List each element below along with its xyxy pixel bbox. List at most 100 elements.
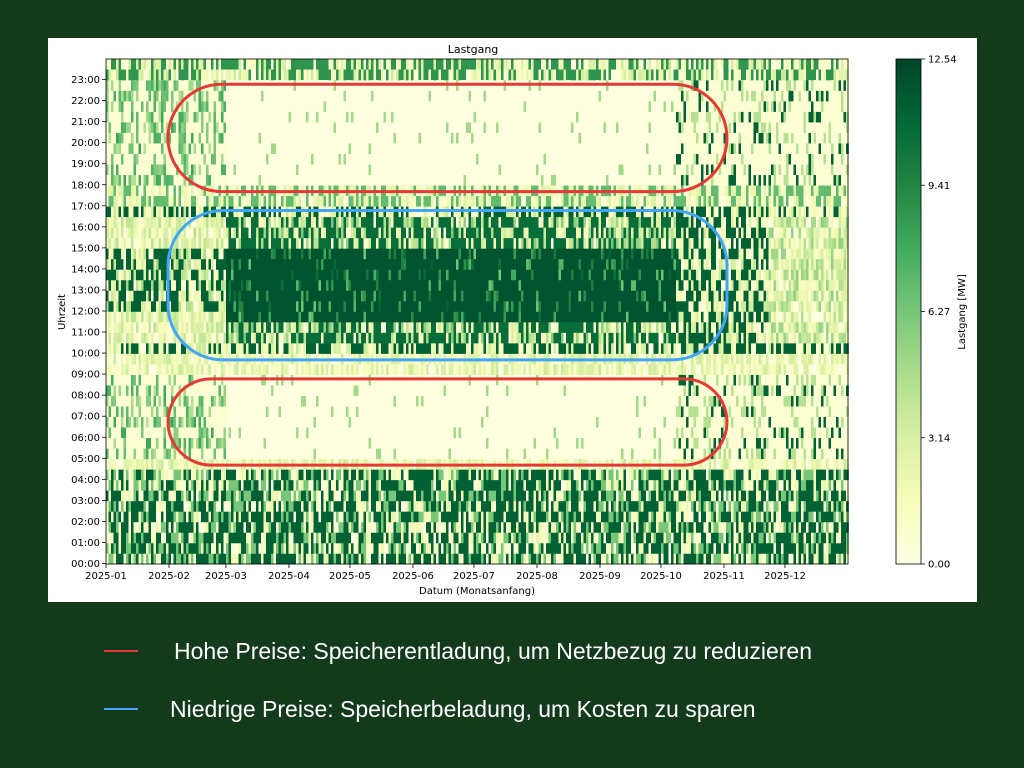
heatmap-cell	[421, 542, 424, 554]
heatmap-cell	[106, 343, 109, 354]
heatmap-cell	[183, 553, 187, 565]
heatmap-cell	[398, 322, 402, 344]
heatmap-cell	[408, 553, 412, 565]
heatmap-cell	[528, 479, 532, 533]
heatmap-cell	[283, 332, 287, 344]
heatmap-cell	[423, 542, 427, 554]
heatmap-cell	[188, 258, 192, 270]
heatmap-cell	[398, 216, 402, 228]
heatmap-cell	[231, 269, 234, 281]
heatmap-cell	[203, 227, 207, 239]
heatmap-cell	[281, 490, 284, 502]
heatmap-cell	[331, 479, 334, 491]
heatmap-cell	[253, 479, 257, 502]
heatmap-cell	[131, 332, 134, 344]
heatmap-cell	[133, 364, 137, 375]
heatmap-cell	[471, 237, 474, 249]
heatmap-cell	[333, 364, 337, 375]
heatmap-cell	[306, 248, 309, 291]
heatmap-cell	[198, 206, 202, 218]
heatmap-cell	[513, 227, 517, 239]
heatmap-cell	[328, 59, 332, 70]
heatmap-cell	[226, 343, 229, 354]
heatmap-cell	[408, 490, 412, 502]
heatmap-cell	[483, 185, 487, 207]
heatmap-cell	[313, 374, 317, 418]
heatmap-cell	[198, 322, 202, 333]
heatmap-cell	[453, 322, 457, 344]
heatmap-cell	[153, 458, 157, 470]
heatmap-cell	[158, 227, 162, 239]
heatmap-cell	[263, 437, 267, 449]
heatmap-cell	[126, 385, 129, 396]
heatmap-cell	[218, 511, 222, 544]
heatmap-cell	[253, 80, 257, 186]
heatmap-cell	[308, 216, 312, 228]
heatmap-cell	[136, 216, 139, 228]
heatmap-cell	[156, 59, 159, 70]
heatmap-cell	[348, 374, 352, 418]
heatmap-cell	[446, 542, 449, 554]
heatmap-cell	[491, 216, 494, 228]
heatmap-cell	[166, 343, 169, 354]
heatmap-cell	[148, 469, 152, 481]
heatmap-cell	[218, 311, 222, 323]
heatmap-cell	[301, 59, 304, 81]
heatmap-cell	[181, 59, 184, 70]
heatmap-cell	[446, 322, 449, 333]
heatmap-cell	[223, 90, 227, 102]
heatmap-cell	[221, 174, 224, 186]
heatmap-cell	[131, 479, 134, 491]
heatmap-cell	[456, 143, 459, 186]
heatmap-cell	[156, 80, 159, 91]
heatmap-cell	[133, 343, 137, 354]
heatmap-cell	[116, 164, 119, 176]
heatmap-cell	[491, 322, 494, 333]
heatmap-cell	[228, 290, 232, 302]
heatmap-cell	[156, 122, 159, 133]
heatmap-cell	[191, 311, 194, 323]
heatmap-cell	[233, 553, 237, 565]
heatmap-cell	[108, 427, 112, 439]
heatmap-cell	[258, 479, 262, 491]
heatmap-cell	[423, 553, 427, 565]
heatmap-cell	[146, 448, 149, 460]
heatmap-cell	[348, 532, 352, 544]
heatmap-cell	[133, 500, 137, 523]
heatmap-cell	[378, 374, 382, 449]
heatmap-cell	[421, 332, 424, 344]
heatmap-cell	[461, 332, 464, 344]
heatmap-cell	[106, 237, 109, 249]
heatmap-cell	[266, 511, 269, 523]
heatmap-cell	[531, 521, 534, 533]
heatmap-cell	[456, 553, 459, 565]
heatmap-cell	[261, 479, 264, 491]
heatmap-cell	[406, 80, 409, 186]
heatmap-cell	[166, 80, 169, 91]
heatmap-cell	[143, 279, 147, 302]
heatmap-cell	[183, 448, 187, 460]
heatmap-cell	[343, 248, 347, 270]
heatmap-cell	[358, 490, 362, 502]
heatmap-cell	[206, 258, 209, 270]
heatmap-cell	[138, 227, 142, 239]
heatmap-cell	[111, 469, 114, 512]
heatmap-cell	[328, 311, 332, 323]
heatmap-cell	[161, 153, 164, 165]
heatmap-cell	[361, 532, 364, 544]
heatmap-cell	[153, 448, 157, 460]
heatmap-cell	[403, 227, 407, 239]
heatmap-cell	[461, 343, 464, 354]
heatmap-cell	[523, 101, 527, 112]
heatmap-cell	[521, 237, 524, 249]
heatmap-cell	[148, 269, 152, 281]
heatmap-cell	[288, 111, 292, 123]
heatmap-cell	[316, 227, 319, 239]
heatmap-cell	[333, 521, 337, 533]
heatmap-cell	[248, 69, 252, 81]
heatmap-cell	[506, 553, 509, 565]
heatmap-cell	[376, 269, 379, 281]
heatmap-cell	[506, 448, 509, 460]
heatmap-cell	[153, 479, 157, 491]
heatmap-cell	[456, 248, 459, 260]
